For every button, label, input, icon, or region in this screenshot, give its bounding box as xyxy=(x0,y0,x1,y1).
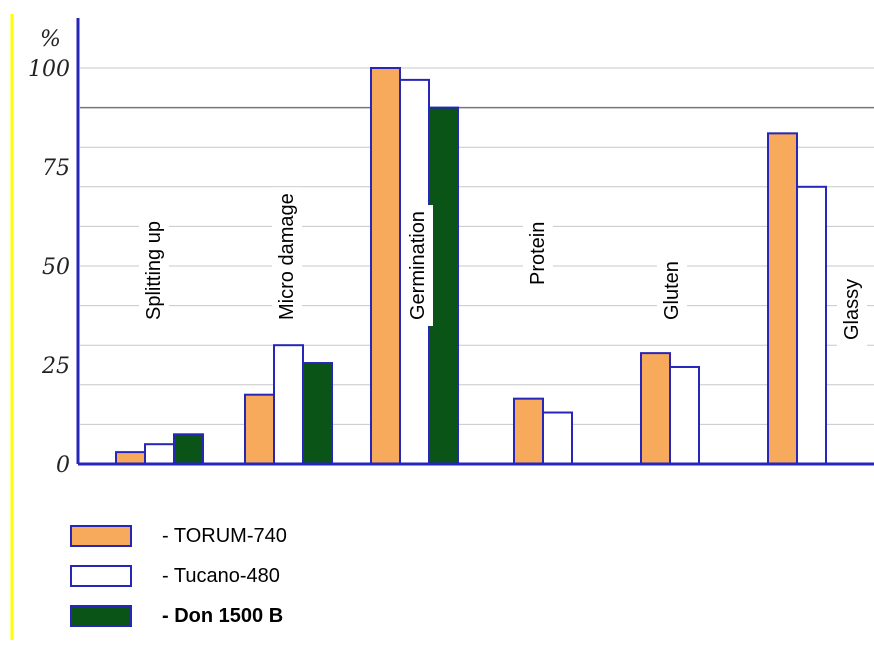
bar-2-2 xyxy=(428,106,459,465)
bar-3-1 xyxy=(542,411,573,465)
category-label: Germination xyxy=(407,211,429,320)
category-label-bg xyxy=(657,255,687,326)
bar-2-0 xyxy=(370,67,401,465)
y-tick-label: 75 xyxy=(42,156,70,181)
bar-4-1 xyxy=(669,365,700,466)
legend-swatch-torum xyxy=(70,525,132,547)
legend-swatch-don xyxy=(70,605,132,627)
bar-0-0 xyxy=(115,451,146,465)
category-label-group: Micro damage xyxy=(272,187,302,326)
bar-5-1 xyxy=(796,185,827,466)
y-tick-label: 0 xyxy=(56,453,70,478)
category-label: Glassy xyxy=(841,279,863,340)
category-label-group: Gluten xyxy=(657,255,687,326)
category-label-bg xyxy=(139,215,169,326)
category-label-bg xyxy=(523,215,553,291)
y-tick-label: 25 xyxy=(41,354,70,379)
legend-label-don: - Don 1500 B xyxy=(162,605,284,627)
bar-1-2 xyxy=(302,362,333,465)
category-label-group: Glassy xyxy=(837,272,867,346)
legend-swatch-tucano xyxy=(70,565,132,587)
category-label-group: Splitting up xyxy=(139,215,169,326)
legend-label-tucano: - Tucano-480 xyxy=(162,565,280,587)
y-tick-label: 50 xyxy=(42,255,70,280)
category-label: Protein xyxy=(527,222,549,285)
category-label-bg xyxy=(837,272,867,346)
bar-5-0 xyxy=(767,132,798,465)
category-label-group: Germination xyxy=(403,205,433,326)
y-tick-label: 100 xyxy=(28,57,70,82)
bar-4-0 xyxy=(640,352,671,465)
category-label-group: Protein xyxy=(523,215,553,291)
bar-0-2 xyxy=(173,433,204,465)
category-label: Splitting up xyxy=(143,221,165,320)
grid xyxy=(80,67,874,425)
y-axis-ticks: 0 25 50 75 100 xyxy=(28,57,70,478)
legend-label-torum: - TORUM-740 xyxy=(162,525,287,547)
bar-3-0 xyxy=(513,397,544,465)
category-label: Gluten xyxy=(661,261,683,320)
bar-0-1 xyxy=(144,443,175,466)
category-labels: Splitting up Micro damage Germination Prote… xyxy=(139,187,867,346)
category-label-bg xyxy=(403,205,433,326)
bar-1-0 xyxy=(244,393,275,466)
y-unit-label: % xyxy=(40,27,61,52)
category-label-bg xyxy=(272,187,302,326)
category-label: Micro damage xyxy=(276,193,298,320)
bar-1-1 xyxy=(273,344,304,466)
